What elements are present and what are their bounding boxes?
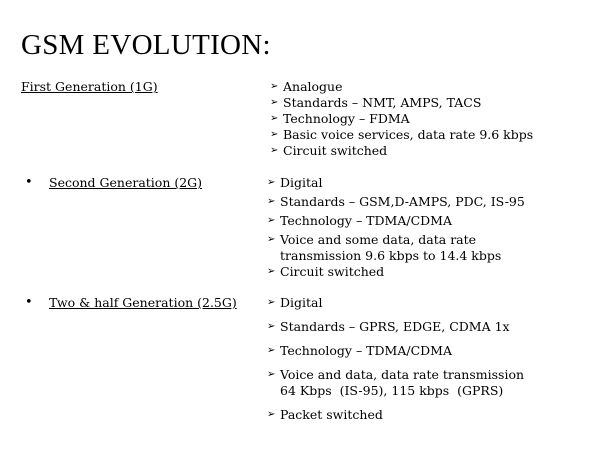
arrow-bullet-icon: ➢ — [270, 97, 279, 108]
arrow-bullet-icon: ➢ — [267, 297, 276, 308]
feature-item: ➢ Standards – GPRS, EDGE, CDMA 1x — [267, 319, 510, 335]
arrow-bullet-icon: ➢ — [267, 369, 276, 380]
feature-text: Voice and data, data rate transmission 6… — [280, 367, 525, 398]
generation-heading-2g: Second Generation (2G) — [49, 175, 203, 190]
generation-heading-1g: First Generation (1G) — [21, 79, 158, 94]
feature-text: Packet switched — [280, 407, 383, 422]
arrow-bullet-icon: ➢ — [267, 215, 276, 226]
feature-item: ➢ Voice and data, data rate transmission … — [267, 367, 524, 398]
feature-text: Circuit switched — [280, 264, 385, 279]
arrow-bullet-icon: ➢ — [270, 113, 279, 124]
feature-item: ➢ Circuit switched — [270, 143, 387, 159]
feature-text: Analogue — [283, 79, 343, 94]
feature-item: ➢ Technology – TDMA/CDMA — [267, 213, 452, 229]
arrow-bullet-icon: ➢ — [270, 145, 279, 156]
arrow-bullet-icon: ➢ — [267, 196, 276, 207]
arrow-bullet-icon: ➢ — [267, 177, 276, 188]
feature-item: ➢ Technology – FDMA — [270, 111, 410, 127]
feature-item: ➢ Standards – GSM,D-AMPS, PDC, IS-95 — [267, 194, 525, 210]
feature-item: ➢ Packet switched — [267, 407, 383, 423]
feature-text: Standards – NMT, AMPS, TACS — [283, 95, 482, 110]
feature-text: Digital — [280, 175, 323, 190]
feature-text: Technology – TDMA/CDMA — [280, 213, 452, 228]
feature-text: Technology – FDMA — [283, 111, 410, 126]
feature-item: ➢ Digital — [267, 175, 323, 191]
bullet-dot-icon: • — [25, 295, 33, 310]
feature-text: Technology – TDMA/CDMA — [280, 343, 452, 358]
feature-item: ➢ Voice and some data, data rate transmis… — [267, 232, 501, 263]
arrow-bullet-icon: ➢ — [267, 234, 276, 245]
feature-text: Digital — [280, 295, 323, 310]
feature-text: Circuit switched — [283, 143, 388, 158]
feature-item: ➢ Circuit switched — [267, 264, 384, 280]
generation-heading-2-5g: Two & half Generation (2.5G) — [49, 295, 237, 310]
feature-text: Standards – GPRS, EDGE, CDMA 1x — [280, 319, 510, 334]
feature-item: ➢ Technology – TDMA/CDMA — [267, 343, 452, 359]
arrow-bullet-icon: ➢ — [267, 409, 276, 420]
arrow-bullet-icon: ➢ — [267, 345, 276, 356]
feature-item: ➢ Standards – NMT, AMPS, TACS — [270, 95, 481, 111]
arrow-bullet-icon: ➢ — [270, 81, 279, 92]
feature-text: Basic voice services, data rate 9.6 kbps — [283, 127, 534, 142]
feature-item: ➢ Digital — [267, 295, 323, 311]
bullet-dot-icon: • — [25, 175, 33, 190]
feature-item: ➢ Basic voice services, data rate 9.6 kbp… — [270, 127, 533, 143]
feature-item: ➢ Analogue — [270, 79, 343, 95]
arrow-bullet-icon: ➢ — [267, 321, 276, 332]
arrow-bullet-icon: ➢ — [270, 129, 279, 140]
feature-text: Voice and some data, data rate transmiss… — [280, 232, 502, 263]
arrow-bullet-icon: ➢ — [267, 266, 276, 277]
page-title: GSM EVOLUTION: — [21, 29, 271, 62]
feature-text: Standards – GSM,D-AMPS, PDC, IS-95 — [280, 194, 525, 209]
